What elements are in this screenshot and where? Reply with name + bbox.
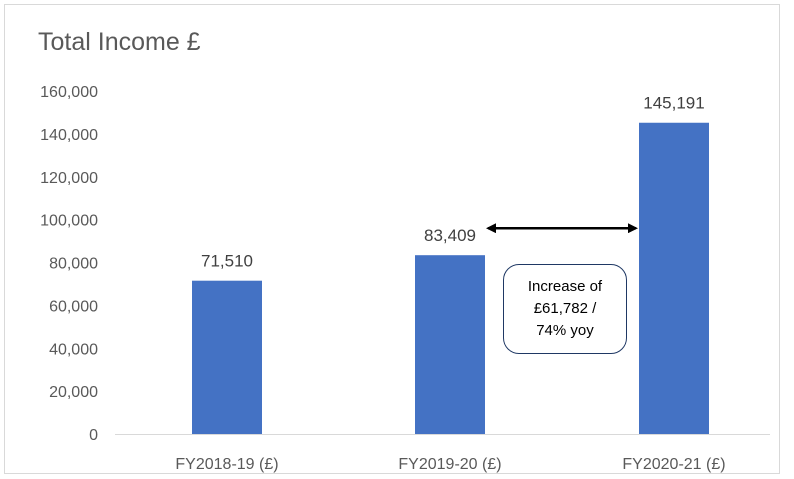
y-tick-label: 80,000 bbox=[49, 256, 98, 273]
category-label: FY2020-21 (£) bbox=[622, 456, 725, 473]
y-tick-label: 0 bbox=[89, 427, 98, 444]
data-labels-group: 71,510 83,409 145,191 bbox=[201, 94, 705, 271]
bar bbox=[415, 255, 485, 434]
bar-value-label: 145,191 bbox=[643, 94, 704, 113]
callout-line-3: 74% yoy bbox=[536, 322, 594, 339]
callout-line-2: £61,782 / bbox=[533, 300, 597, 317]
y-tick-label: 60,000 bbox=[49, 298, 98, 315]
y-tick-label: 100,000 bbox=[40, 213, 98, 230]
chart-title: Total Income £ bbox=[38, 28, 201, 56]
y-tick-label: 140,000 bbox=[40, 127, 98, 144]
y-tick-label: 160,000 bbox=[40, 84, 98, 101]
y-tick-label: 40,000 bbox=[49, 341, 98, 358]
y-tick-label: 120,000 bbox=[40, 170, 98, 187]
category-label: FY2018-19 (£) bbox=[175, 456, 278, 473]
y-axis-ticks: 0 20,000 40,000 60,000 80,000 100,000 120,000 1… bbox=[40, 84, 98, 444]
y-tick-label: 20,000 bbox=[49, 384, 98, 401]
category-labels-group: FY2018-19 (£) FY2019-20 (£) FY2020-21 (£) bbox=[175, 456, 725, 473]
category-label: FY2019-20 (£) bbox=[398, 456, 501, 473]
callout-line-1: Increase of bbox=[527, 278, 603, 295]
bars-group bbox=[192, 122, 709, 434]
bar-value-label: 83,409 bbox=[424, 226, 476, 245]
bar bbox=[639, 122, 709, 434]
bar bbox=[192, 280, 262, 434]
bar-value-label: 71,510 bbox=[201, 252, 253, 271]
increase-callout: Increase of £61,782 / 74% yoy bbox=[503, 264, 627, 354]
